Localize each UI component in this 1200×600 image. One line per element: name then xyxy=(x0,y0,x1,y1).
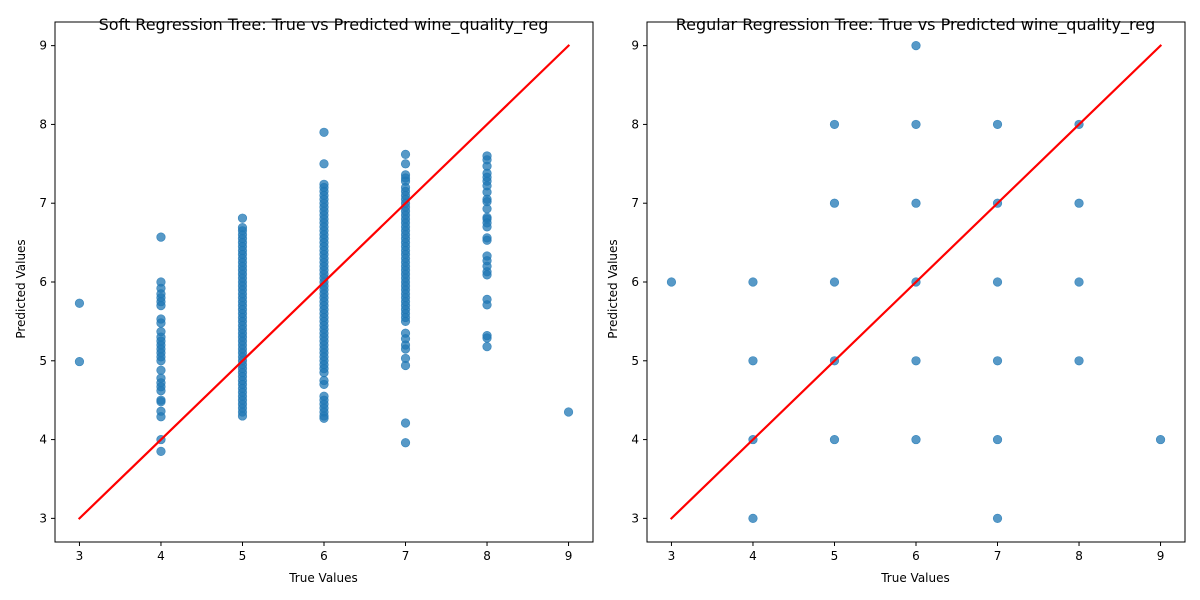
regular-tree-data-point xyxy=(992,513,1003,523)
soft-tree-data-point xyxy=(400,316,411,326)
regular-tree-panel: Regular Regression Tree: True vs Predict… xyxy=(606,15,1186,585)
soft-tree-data-point xyxy=(156,232,166,242)
soft-tree-y-tick-label: 8 xyxy=(39,117,47,131)
regular-tree-title: Regular Regression Tree: True vs Predict… xyxy=(676,15,1156,35)
regular-tree-x-tick-label: 6 xyxy=(912,549,920,563)
regular-tree-data-point xyxy=(748,356,758,366)
regular-tree-x-tick-label: 7 xyxy=(994,549,1002,563)
soft-tree-data-point xyxy=(237,411,248,421)
soft-tree-data-point xyxy=(482,235,492,245)
regular-tree-y-tick-label: 7 xyxy=(631,196,639,210)
regular-tree-data-point xyxy=(911,41,921,51)
soft-tree-x-tick-label: 5 xyxy=(239,549,247,563)
soft-tree-panel: Soft Regression Tree: True vs Predicted … xyxy=(14,15,594,585)
soft-tree-data-point xyxy=(400,344,411,354)
regular-tree-x-tick-label: 5 xyxy=(831,549,839,563)
regular-tree-data-point xyxy=(1155,434,1166,445)
soft-tree-data-point xyxy=(563,407,574,417)
soft-tree-data-point xyxy=(319,379,329,390)
soft-tree-data-point xyxy=(482,300,492,310)
regular-tree-y-tick-label: 5 xyxy=(631,354,639,368)
soft-tree-data-point xyxy=(319,159,329,169)
regular-tree-data-point xyxy=(1074,198,1084,208)
regular-tree-x-axis-label: True Values xyxy=(880,571,950,585)
soft-tree-data-point xyxy=(237,213,248,223)
soft-tree-y-tick-label: 3 xyxy=(39,511,47,525)
regular-tree-y-axis-label: Predicted Values xyxy=(606,239,620,338)
soft-tree-y-tick-label: 9 xyxy=(39,39,47,53)
regular-tree-data-point xyxy=(748,277,758,287)
soft-tree-y-tick-label: 4 xyxy=(39,433,47,447)
regular-tree-x-tick-label: 3 xyxy=(668,549,676,563)
soft-tree-data-point xyxy=(482,270,492,280)
soft-tree-data-point xyxy=(319,127,329,137)
soft-tree-title: Soft Regression Tree: True vs Predicted … xyxy=(99,15,549,35)
soft-tree-data-point xyxy=(400,418,411,428)
regular-tree-y-tick-label: 3 xyxy=(631,511,639,525)
regular-tree-x-tick-label: 4 xyxy=(749,549,757,563)
soft-tree-x-tick-label: 7 xyxy=(402,549,410,563)
regular-tree-data-point xyxy=(829,119,840,130)
soft-tree-y-tick-label: 5 xyxy=(39,354,47,368)
regular-tree-data-point xyxy=(911,434,921,445)
soft-tree-x-axis-label: True Values xyxy=(288,571,358,585)
soft-tree-data-point xyxy=(156,386,166,396)
regular-tree-x-tick-label: 9 xyxy=(1157,549,1165,563)
soft-tree-data-point xyxy=(74,356,85,367)
soft-tree-data-point xyxy=(74,298,85,308)
regular-tree-y-tick-label: 6 xyxy=(631,275,639,289)
soft-tree-x-tick-label: 3 xyxy=(76,549,84,563)
soft-tree-data-point xyxy=(482,342,492,352)
regular-tree-data-point xyxy=(992,356,1003,366)
regular-tree-data-point xyxy=(748,513,758,523)
regular-tree-data-point xyxy=(829,434,840,445)
regular-tree-data-point xyxy=(992,119,1003,130)
soft-tree-data-point xyxy=(400,159,411,169)
regular-tree-y-tick-label: 4 xyxy=(631,433,639,447)
regular-tree-data-point xyxy=(992,434,1003,445)
regular-tree-reference-line xyxy=(669,44,1163,520)
soft-tree-data-point xyxy=(482,333,492,343)
soft-tree-data-point xyxy=(319,368,329,378)
soft-tree-data-point xyxy=(400,438,411,448)
soft-tree-data-point xyxy=(319,413,329,423)
soft-tree-reference-line xyxy=(77,44,571,520)
soft-tree-y-axis-label: Predicted Values xyxy=(14,239,28,338)
regular-tree-y-tick-label: 9 xyxy=(631,39,639,53)
regular-tree-data-point xyxy=(1074,277,1084,287)
soft-tree-y-tick-label: 7 xyxy=(39,196,47,210)
soft-tree-data-point xyxy=(156,397,166,407)
soft-tree-data-point xyxy=(156,446,166,456)
regular-tree-y-tick-label: 8 xyxy=(631,117,639,131)
soft-tree-data-point xyxy=(156,318,166,328)
soft-tree-data-point xyxy=(156,365,166,375)
soft-tree-x-tick-label: 6 xyxy=(320,549,328,563)
regular-tree-data-point xyxy=(829,277,840,287)
regular-tree-data-point xyxy=(1074,356,1084,366)
soft-tree-data-point xyxy=(156,356,166,366)
soft-tree-y-tick-label: 6 xyxy=(39,275,47,289)
soft-tree-data-point xyxy=(400,360,411,371)
regular-tree-data-point xyxy=(992,277,1003,287)
soft-tree-data-point xyxy=(482,222,492,232)
soft-tree-x-tick-label: 9 xyxy=(565,549,573,563)
soft-tree-x-tick-label: 4 xyxy=(157,549,165,563)
regular-tree-data-point xyxy=(911,356,921,366)
soft-tree-x-tick-label: 8 xyxy=(483,549,491,563)
soft-tree-data-point xyxy=(400,149,411,159)
regular-tree-data-point xyxy=(666,277,677,287)
soft-tree-data-point xyxy=(156,301,166,311)
regular-tree-x-tick-label: 8 xyxy=(1075,549,1083,563)
regular-tree-data-point xyxy=(829,198,840,208)
regular-tree-data-point xyxy=(911,198,921,208)
soft-tree-data-point xyxy=(482,204,492,214)
soft-tree-data-point xyxy=(156,412,166,422)
regular-tree-data-point xyxy=(911,119,921,130)
